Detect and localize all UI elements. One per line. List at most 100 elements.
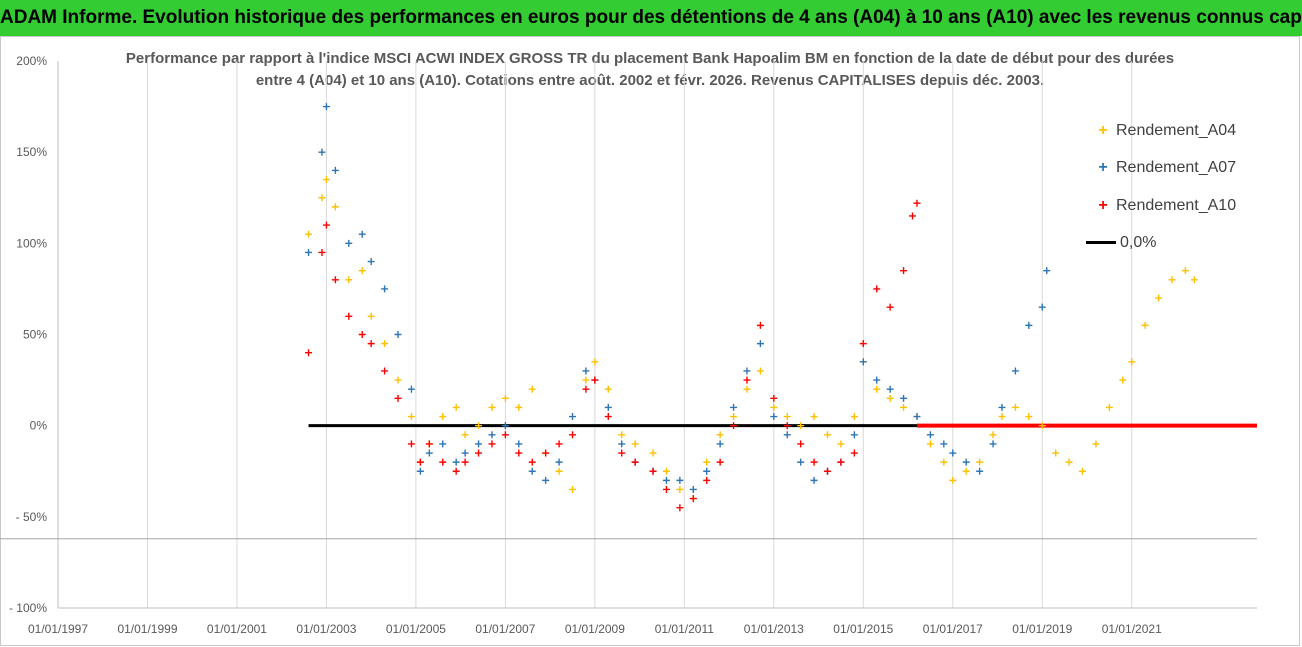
rendement-a04-point-39: [797, 422, 805, 430]
rendement-a10-point-48: [909, 212, 917, 220]
rendement-a07-point-0: [305, 248, 313, 256]
rendement-a10-point-29: [662, 485, 670, 493]
rendement-a07-point-31: [689, 485, 697, 493]
x-tick-label-12: 01/01/2021: [1102, 622, 1162, 636]
rendement-a10-point-14: [461, 458, 469, 466]
rendement-a04-point-36: [756, 367, 764, 375]
rendement-a04-point-64: [1119, 376, 1127, 384]
rendement-a04-point-35: [743, 385, 751, 393]
rendement-a07-point-59: [1043, 267, 1051, 275]
rendement-a04-point-67: [1155, 294, 1163, 302]
rendement-a10-point-49: [913, 199, 921, 207]
rendement-a10-point-12: [439, 458, 447, 466]
plus-marker-icon: +: [1098, 159, 1108, 176]
rendement-a07-point-36: [756, 340, 764, 348]
rendement-a07-point-12: [439, 440, 447, 448]
rendement-a04-point-50: [940, 458, 948, 466]
rendement-a07-point-33: [716, 440, 724, 448]
rendement-a04-point-56: [1011, 403, 1019, 411]
rendement-a04-point-3: [331, 203, 339, 211]
rendement-a04-point-6: [367, 312, 375, 320]
rendement-a07-point-5: [358, 230, 366, 238]
rendement-a04-point-52: [962, 467, 970, 475]
rendement-a10-point-23: [582, 385, 590, 393]
rendement-a04-point-47: [900, 403, 908, 411]
rendement-a10-point-42: [837, 458, 845, 466]
rendement-a04-point-37: [770, 403, 778, 411]
rendement-a04-point-32: [703, 458, 711, 466]
rendement-a07-point-43: [850, 431, 858, 439]
rendement-a07-point-29: [662, 476, 670, 484]
rendement-a04-point-26: [618, 431, 626, 439]
rendement-a07-point-9: [407, 385, 415, 393]
rendement-a07-point-57: [1025, 321, 1033, 329]
rendement-a04-point-70: [1190, 276, 1198, 284]
rendement-a04-point-59: [1052, 449, 1060, 457]
rendement-a07-point-19: [528, 467, 536, 475]
x-tick-label-4: 01/01/2005: [386, 622, 446, 636]
rendement-a04-point-40: [810, 413, 818, 421]
rendement-a10-point-46: [886, 303, 894, 311]
line-marker-icon: [1086, 241, 1116, 245]
rendement-a04-point-30: [676, 485, 684, 493]
rendement-a04-point-24: [591, 358, 599, 366]
y-tick-label-4: 0%: [30, 419, 48, 433]
chart-banner-title: ADAM Informe. Evolution historique des p…: [0, 0, 1302, 36]
rendement-a10-point-2: [322, 221, 330, 229]
rendement-a07-point-54: [989, 440, 997, 448]
chart-subtitle-line-1: Performance par rapport à l'indice MSCI …: [125, 50, 1175, 67]
rendement-a04-point-49: [926, 440, 934, 448]
rendement-a10-point-18: [515, 449, 523, 457]
rendement-a07-point-49: [926, 431, 934, 439]
rendement-a10-point-36: [756, 321, 764, 329]
rendement-a10-point-10: [416, 458, 424, 466]
rendement-a10-point-45: [873, 285, 881, 293]
rendement-a10-point-5: [358, 331, 366, 338]
rendement-a04-point-55: [998, 413, 1006, 421]
rendement-a10-point-26: [618, 449, 626, 457]
y-tick-label-0: 200%: [16, 54, 47, 68]
rendement-a07-point-52: [962, 458, 970, 466]
rendement-a04-point-7: [381, 340, 389, 348]
rendement-a07-point-13: [452, 458, 460, 466]
rendement-a10-point-0: [305, 349, 313, 357]
rendement-a10-point-32: [703, 476, 711, 484]
plus-marker-icon: +: [1098, 197, 1108, 214]
rendement-a07-point-37: [770, 413, 778, 421]
rendement-a10-point-13: [452, 467, 460, 475]
rendement-a04-point-54: [989, 431, 997, 439]
rendement-a10-point-38: [783, 422, 791, 430]
rendement-a07-point-45: [873, 376, 881, 384]
rendement-a07-point-4: [345, 239, 353, 247]
legend-label-a10: Rendement_A10: [1116, 197, 1237, 214]
rendement-a07-point-17: [501, 422, 509, 430]
rendement-a04-point-27: [631, 440, 639, 448]
rendement-a04-point-42: [837, 440, 845, 448]
rendement-a07-point-14: [461, 449, 469, 457]
plus-marker-icon: +: [1098, 122, 1108, 139]
x-tick-label-5: 01/01/2007: [475, 622, 535, 636]
y-tick-label-5: - 50%: [16, 510, 48, 524]
rendement-a07-point-56: [1011, 367, 1019, 375]
rendement-a04-point-21: [555, 467, 563, 475]
rendement-a07-point-32: [703, 467, 711, 475]
rendement-a04-point-5: [358, 267, 366, 275]
rendement-a07-point-23: [582, 367, 590, 375]
y-tick-label-3: 50%: [23, 328, 47, 342]
rendement-a10-point-34: [730, 422, 738, 430]
rendement-a04-point-12: [439, 413, 447, 421]
rendement-a07-point-35: [743, 367, 751, 375]
rendement-a10-point-7: [381, 367, 389, 375]
rendement-a07-point-40: [810, 476, 818, 484]
x-tick-label-6: 01/01/2009: [565, 622, 625, 636]
rendement-a04-point-28: [649, 449, 657, 457]
rendement-a07-point-16: [488, 431, 496, 439]
rendement-a04-point-43: [850, 413, 858, 421]
chart-subtitle-line-2: entre 4 (A04) et 10 ans (A10). Cotations…: [255, 72, 1045, 89]
rendement-a04-point-58: [1038, 422, 1046, 430]
x-tick-label-7: 01/01/2011: [655, 622, 714, 636]
rendement-a10-point-8: [394, 394, 402, 402]
rendement-a10-point-37: [770, 394, 778, 402]
rendement-a04-point-66: [1141, 321, 1149, 329]
rendement-a07-point-22: [568, 413, 576, 421]
